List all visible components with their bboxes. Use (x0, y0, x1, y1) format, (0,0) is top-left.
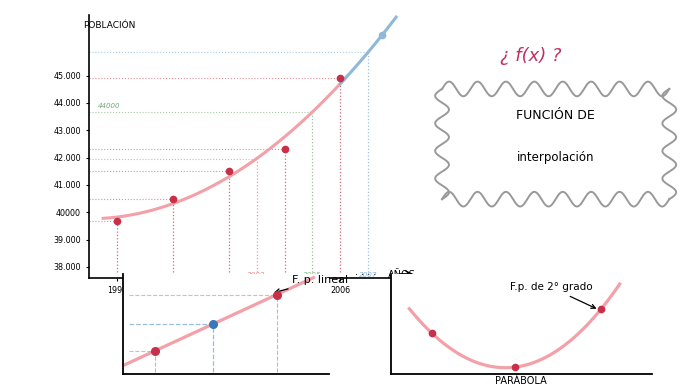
Text: POBLACIÓN: POBLACIÓN (84, 21, 136, 30)
Text: 2003: 2003 (248, 272, 266, 278)
Text: 2007: 2007 (359, 272, 377, 278)
Text: . . . .: . . . . (355, 267, 376, 277)
Text: FUNCIÓN DE: FUNCIÓN DE (517, 109, 595, 122)
Text: F. p. lineal: F. p. lineal (275, 275, 348, 293)
Text: 44000: 44000 (97, 103, 120, 109)
Text: F.p. de 2° grado: F.p. de 2° grado (510, 283, 595, 308)
Text: PARÁBOLA: PARÁBOLA (495, 376, 547, 386)
Text: 2005: 2005 (303, 272, 322, 278)
Text: AÑOS: AÑOS (388, 270, 416, 280)
Text: interpolación: interpolación (517, 151, 594, 164)
Text: ¿ f(x) ?: ¿ f(x) ? (500, 47, 562, 65)
